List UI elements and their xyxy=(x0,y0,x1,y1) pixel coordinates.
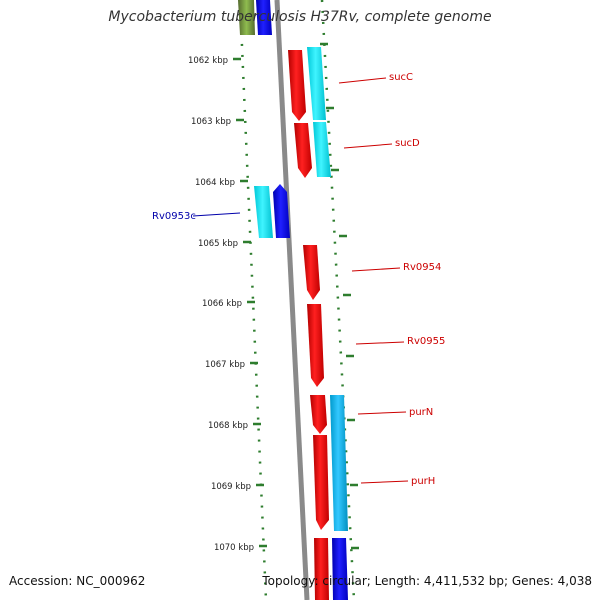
gene-label-purH: purH xyxy=(411,476,435,487)
tick-label: 1069 kbp xyxy=(211,482,251,492)
tick-label: 1068 kbp xyxy=(208,421,248,431)
gene-label-Rv0955: Rv0955 xyxy=(407,336,445,347)
map-title: Mycobacterium tuberculosis H37Rv, comple… xyxy=(108,9,492,25)
gene-purN xyxy=(310,395,327,434)
gene-labels: sucC sucD Rv0953c Rv0954 Rv0955 purN pur… xyxy=(152,72,445,487)
gc-dots-right xyxy=(320,0,356,600)
gene-purH xyxy=(313,395,348,531)
genome-backbone xyxy=(274,0,310,600)
tick-label: 1063 kbp xyxy=(191,117,231,127)
gene-partial-bottom xyxy=(314,538,348,600)
label-leaders xyxy=(192,77,409,484)
tick-label: 1067 kbp xyxy=(205,360,245,370)
gene-label-Rv0954: Rv0954 xyxy=(403,262,441,273)
ruler-ticks-right xyxy=(320,42,359,550)
tick-label: 1062 kbp xyxy=(188,56,228,66)
gene-partial-top-blue xyxy=(256,0,272,35)
ruler-ticks xyxy=(233,57,267,548)
gene-label-sucC: sucC xyxy=(389,72,413,83)
gene-partial-top-green xyxy=(238,0,255,35)
gene-sucD xyxy=(294,122,331,178)
tick-labels: 1062 kbp 1063 kbp 1064 kbp 1065 kbp 1066… xyxy=(188,56,254,553)
gene-sucC xyxy=(288,47,326,121)
gene-label-sucD: sucD xyxy=(395,138,420,149)
topology-text: Topology: circular; Length: 4,411,532 bp… xyxy=(262,574,592,588)
gc-dots-left xyxy=(238,0,268,600)
gene-Rv0955 xyxy=(307,304,324,387)
gene-label-Rv0953c: Rv0953c xyxy=(152,211,196,222)
gene-Rv0954 xyxy=(303,245,320,300)
gene-Rv0953c xyxy=(254,184,290,238)
accession-text: Accession: NC_000962 xyxy=(9,574,146,588)
tick-label: 1065 kbp xyxy=(198,239,238,249)
tick-label: 1064 kbp xyxy=(195,178,235,188)
gene-label-purN: purN xyxy=(409,407,433,418)
tick-label: 1070 kbp xyxy=(214,543,254,553)
tick-label: 1066 kbp xyxy=(202,299,242,309)
